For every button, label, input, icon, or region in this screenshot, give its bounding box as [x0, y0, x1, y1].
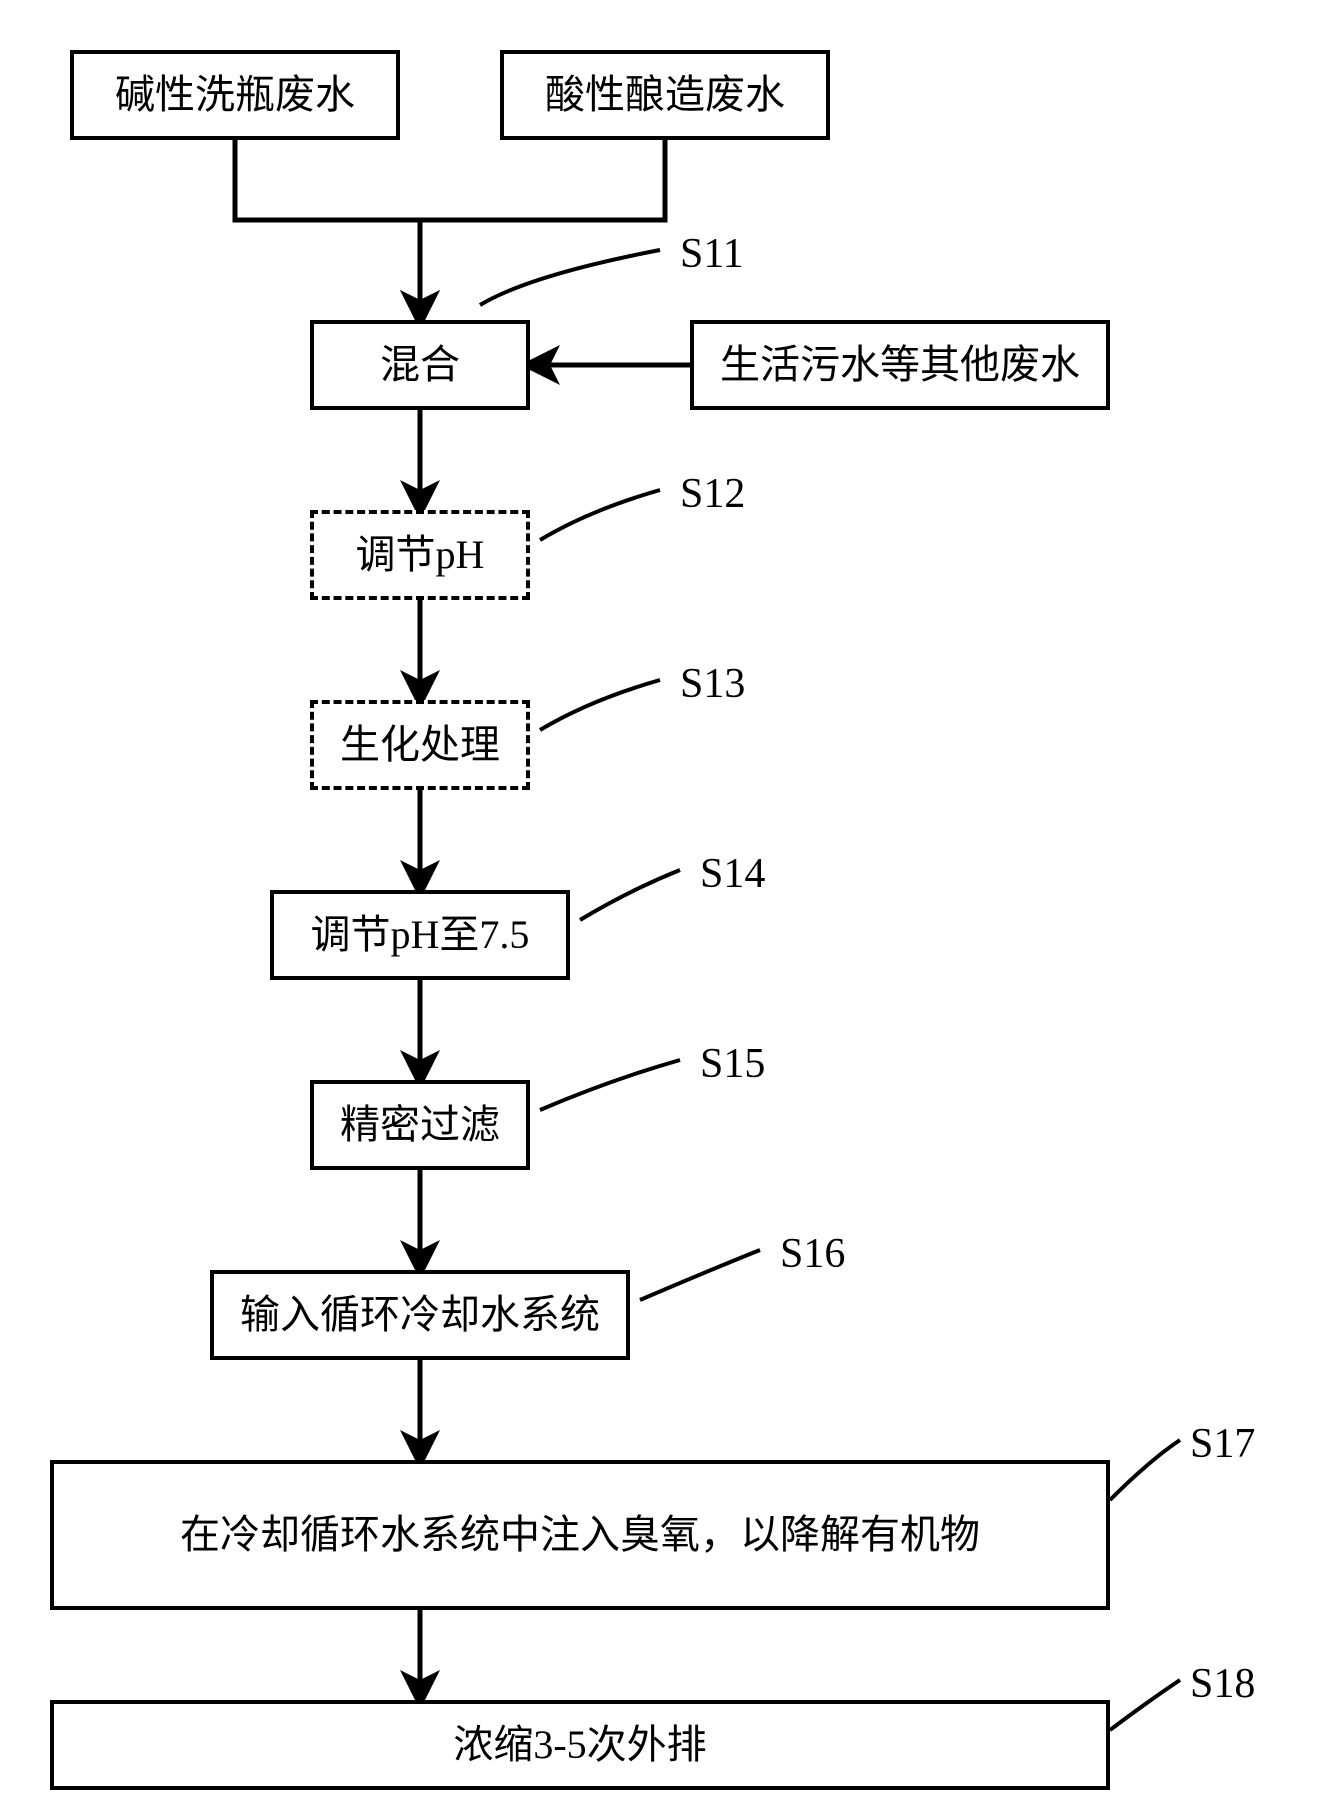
label-s14-text: S14 [700, 851, 765, 897]
callout-0 [480, 250, 660, 305]
label-s15-text: S15 [700, 1041, 765, 1087]
node-other-label: 生活污水等其他废水 [720, 339, 1080, 391]
label-s13-text: S13 [680, 661, 745, 707]
node-cool_in: 输入循环冷却水系统 [210, 1270, 630, 1360]
callout-2 [540, 680, 660, 730]
node-mix: 混合 [310, 320, 530, 410]
node-adjust_ph: 调节pH [310, 510, 530, 600]
label-s14: S14 [700, 850, 765, 898]
edge-1 [420, 140, 665, 320]
node-other: 生活污水等其他废水 [690, 320, 1110, 410]
edge-0 [235, 140, 420, 320]
node-discharge: 浓缩3-5次外排 [50, 1700, 1110, 1790]
node-input_a-label: 碱性洗瓶废水 [115, 69, 355, 121]
callout-7 [1110, 1680, 1180, 1730]
label-s18-text: S18 [1190, 1661, 1255, 1707]
callout-6 [1110, 1440, 1180, 1500]
node-input_b-label: 酸性酿造废水 [545, 69, 785, 121]
node-input_a: 碱性洗瓶废水 [70, 50, 400, 140]
node-bio-label: 生化处理 [340, 719, 500, 771]
callout-1 [540, 490, 660, 540]
label-s15: S15 [700, 1040, 765, 1088]
label-s16: S16 [780, 1230, 845, 1278]
node-filter: 精密过滤 [310, 1080, 530, 1170]
callout-3 [580, 870, 680, 920]
node-ozone-label: 在冷却循环水系统中注入臭氧，以降解有机物 [180, 1509, 980, 1561]
node-ph75-label: 调节pH至7.5 [311, 909, 530, 961]
label-s17: S17 [1190, 1420, 1255, 1468]
label-s17-text: S17 [1190, 1421, 1255, 1467]
node-discharge-label: 浓缩3-5次外排 [453, 1719, 706, 1771]
node-cool_in-label: 输入循环冷却水系统 [240, 1289, 600, 1341]
node-bio: 生化处理 [310, 700, 530, 790]
node-mix-label: 混合 [380, 339, 460, 391]
node-adjust_ph-label: 调节pH [356, 529, 485, 581]
node-ozone: 在冷却循环水系统中注入臭氧，以降解有机物 [50, 1460, 1110, 1610]
label-s11-text: S11 [680, 231, 744, 277]
label-s16-text: S16 [780, 1231, 845, 1277]
label-s13: S13 [680, 660, 745, 708]
node-filter-label: 精密过滤 [340, 1099, 500, 1151]
callout-5 [640, 1250, 760, 1300]
label-s11: S11 [680, 230, 744, 278]
node-ph75: 调节pH至7.5 [270, 890, 570, 980]
label-s12-text: S12 [680, 471, 745, 517]
callout-4 [540, 1060, 680, 1110]
label-s12: S12 [680, 470, 745, 518]
label-s18: S18 [1190, 1660, 1255, 1708]
node-input_b: 酸性酿造废水 [500, 50, 830, 140]
flowchart-canvas: 碱性洗瓶废水 酸性酿造废水混合 生活污水等其他废水调节pH 生化处理调节pH至7.5 精… [0, 0, 1334, 1798]
